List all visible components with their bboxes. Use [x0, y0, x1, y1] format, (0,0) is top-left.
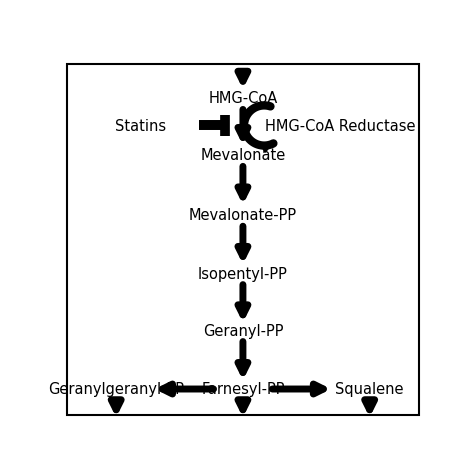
Text: Farnesyl-PP: Farnesyl-PP: [201, 382, 285, 397]
Text: Mevalonate: Mevalonate: [201, 148, 285, 163]
Text: Statins: Statins: [115, 118, 165, 134]
Text: Geranyl-PP: Geranyl-PP: [203, 324, 283, 339]
Text: HMG-CoA Reductase: HMG-CoA Reductase: [265, 118, 416, 134]
Text: Mevalonate-PP: Mevalonate-PP: [189, 208, 297, 223]
Text: Squalene: Squalene: [336, 382, 404, 397]
Text: Isopentyl-PP: Isopentyl-PP: [198, 266, 288, 282]
Text: HMG-CoA: HMG-CoA: [208, 91, 278, 106]
Text: Geranylgeranyl-PP: Geranylgeranyl-PP: [48, 382, 184, 397]
